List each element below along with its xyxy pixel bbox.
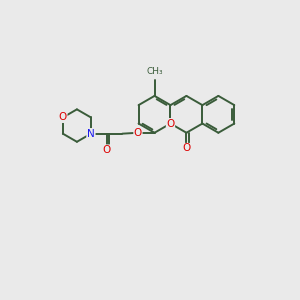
Text: N: N xyxy=(87,129,95,139)
Text: O: O xyxy=(167,118,175,128)
Text: O: O xyxy=(182,143,190,153)
Text: CH₃: CH₃ xyxy=(146,67,163,76)
Text: N: N xyxy=(87,129,95,139)
Text: O: O xyxy=(59,112,67,122)
Text: O: O xyxy=(134,128,142,138)
Text: O: O xyxy=(103,145,111,155)
